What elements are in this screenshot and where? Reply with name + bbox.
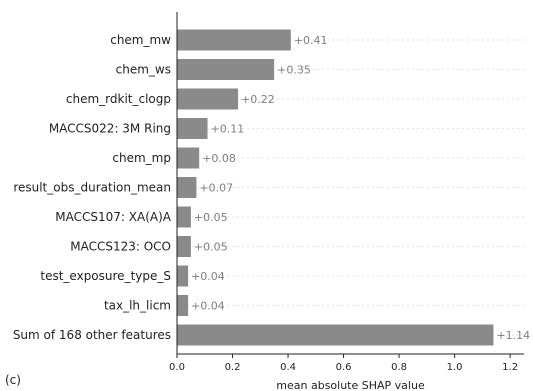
bar: [177, 177, 197, 198]
x-tick-label: 0.8: [391, 362, 407, 373]
value-label: +0.08: [202, 152, 236, 165]
value-label: +0.07: [199, 182, 233, 195]
bar: [177, 236, 191, 257]
bar: [177, 29, 291, 51]
axes: [176, 12, 524, 355]
bars: [177, 29, 494, 346]
x-ticks: 0.0 0.2 0.4 0.6 0.8 1.0 1.2: [169, 354, 518, 373]
bar: [177, 118, 208, 139]
category-label: chem_ws: [116, 63, 171, 77]
value-label: +0.22: [241, 93, 275, 106]
x-tick-label: 1.2: [502, 362, 518, 373]
category-label: chem_rdkit_clogp: [66, 92, 171, 106]
x-axis-title: mean absolute SHAP value: [276, 379, 425, 391]
category-label: chem_mw: [110, 33, 171, 47]
category-label: MACCS022: 3M Ring: [49, 122, 171, 136]
value-label: +0.04: [191, 300, 225, 313]
category-label: test_exposure_type_S: [40, 269, 171, 283]
bar: [177, 265, 189, 287]
bar: [177, 206, 191, 228]
category-labels: chem_mw chem_ws chem_rdkit_clogp MACCS022: …: [13, 33, 172, 342]
panel-label: (c): [5, 373, 21, 387]
x-tick-label: 0.4: [280, 362, 296, 373]
value-label: +0.05: [194, 211, 228, 224]
x-tick-label: 0.6: [336, 362, 352, 373]
bar: [177, 147, 200, 169]
value-label: +0.04: [191, 270, 225, 283]
x-tick-label: 0.2: [225, 362, 241, 373]
category-label: MACCS123: OCO: [70, 240, 171, 254]
category-label: MACCS107: XA(A)A: [55, 210, 171, 224]
value-label: +0.41: [294, 34, 328, 47]
x-tick-label: 0.0: [169, 362, 185, 373]
value-labels: +0.41 +0.35 +0.22 +0.11 +0.08 +0.07 +0.05 +0.05…: [191, 34, 530, 342]
bar: [177, 295, 189, 316]
bar: [177, 324, 494, 346]
bar: [177, 59, 275, 80]
value-label: +0.05: [194, 241, 228, 254]
bar: [177, 88, 239, 110]
x-tick-label: 1.0: [447, 362, 463, 373]
value-label: +1.14: [496, 329, 530, 342]
category-label: result_obs_duration_mean: [13, 181, 171, 195]
value-label: +0.35: [277, 64, 311, 77]
value-label: +0.11: [211, 123, 245, 136]
category-label: chem_mp: [112, 151, 171, 165]
category-label: Sum of 168 other features: [13, 328, 171, 342]
category-label: tax_lh_licm: [104, 299, 171, 313]
